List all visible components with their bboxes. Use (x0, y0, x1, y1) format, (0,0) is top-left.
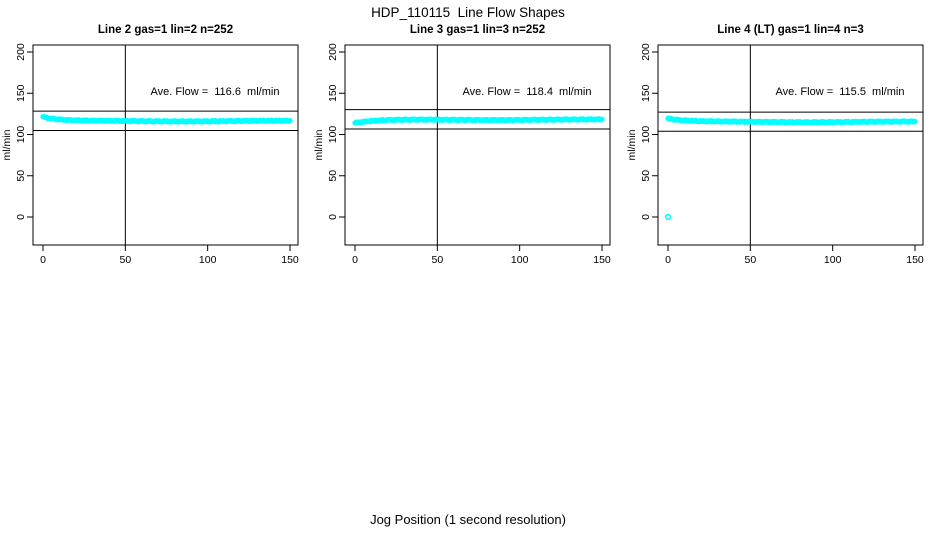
x-tick-label: 100 (511, 254, 529, 266)
panel-line2: 0 50 100 150 0 50 100 150 200 ml/min Line 2 gas=1 … (1, 24, 299, 266)
data-point (912, 118, 918, 125)
x-tick-label: 150 (281, 254, 299, 266)
panel-title: Line 3 gas=1 lin=3 n=252 (410, 24, 545, 36)
x-tick-label: 0 (352, 254, 358, 266)
y-tick-label: 100 (15, 126, 27, 144)
y-tick-label: 200 (640, 43, 652, 61)
y-tick-label: 0 (640, 214, 652, 220)
x-tick-label: 50 (119, 254, 131, 266)
x-tick-label: 0 (40, 254, 46, 266)
y-tick-label: 50 (327, 170, 339, 182)
x-tick-label: 50 (431, 254, 443, 266)
x-tick-label: 50 (744, 254, 756, 266)
y-tick-label: 50 (15, 170, 27, 182)
y-axis-label: ml/min (626, 129, 638, 160)
x-tick-label: 100 (199, 254, 217, 266)
x-tick-label: 150 (593, 254, 611, 266)
y-tick-label: 150 (15, 84, 27, 102)
data-point (287, 117, 293, 124)
y-tick-label: 200 (327, 43, 339, 61)
plot-box (344, 44, 611, 246)
panel-line4: 0 50 100 150 0 50 100 150 200 ml/min Line 4 (LT) g… (626, 24, 924, 266)
y-tick-label: 0 (327, 214, 339, 220)
y-tick-label: 100 (327, 126, 339, 144)
x-axis-label: Jog Position (1 second resolution) (370, 512, 566, 527)
ave-flow-annotation: Ave. Flow = 115.5 ml/min (776, 86, 905, 98)
x-tick-label: 0 (665, 254, 671, 266)
plot-box (32, 44, 299, 246)
outlier-point (664, 213, 672, 221)
main-title: HDP_110115 Line Flow Shapes (371, 5, 565, 20)
y-axis-label: ml/min (1, 129, 13, 160)
data-point (599, 116, 605, 122)
plot-box (657, 44, 924, 246)
ave-flow-annotation: Ave. Flow = 116.6 ml/min (151, 86, 280, 98)
panel-title: Line 2 gas=1 lin=2 n=252 (98, 24, 233, 36)
x-tick-label: 100 (824, 254, 842, 266)
y-tick-label: 200 (15, 43, 27, 61)
y-tick-label: 100 (640, 126, 652, 144)
panel-line3: 0 50 100 150 0 50 100 150 200 ml/min Line 3 gas=1 … (313, 24, 611, 266)
x-tick-label: 150 (906, 254, 924, 266)
y-tick-label: 150 (327, 84, 339, 102)
ave-flow-annotation: Ave. Flow = 118.4 ml/min (463, 86, 592, 98)
y-axis-label: ml/min (313, 129, 325, 160)
y-tick-label: 0 (15, 214, 27, 220)
y-tick-label: 50 (640, 170, 652, 182)
y-tick-label: 150 (640, 84, 652, 102)
panel-title: Line 4 (LT) gas=1 lin=4 n=3 (717, 24, 863, 36)
